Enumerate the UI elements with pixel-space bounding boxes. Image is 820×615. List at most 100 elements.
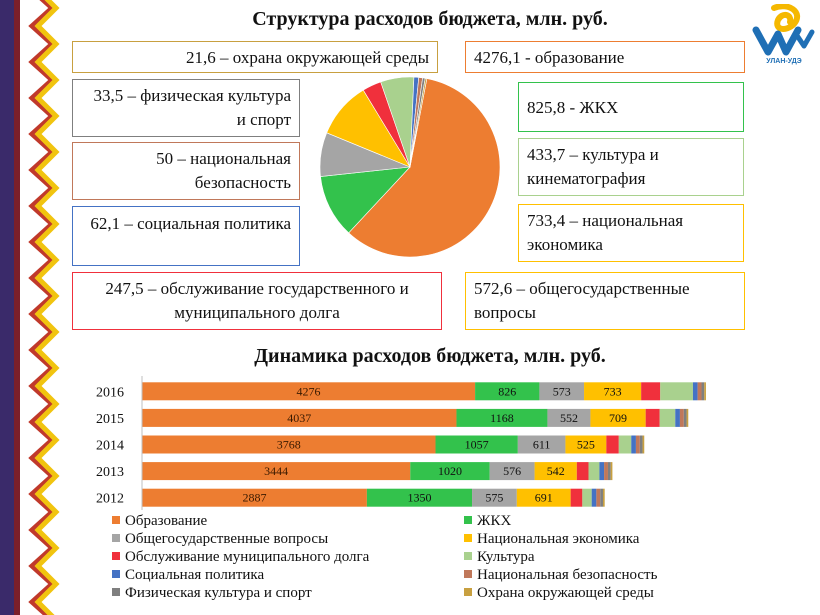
- ornament-border: [0, 0, 60, 615]
- bar-category-label: 2016: [96, 385, 124, 400]
- bar-segment-security: [596, 488, 601, 507]
- ornament-zigzag: [22, 0, 52, 615]
- bar-segment-education: [142, 382, 476, 401]
- bar-segment-environment: [610, 462, 613, 481]
- bar-segment-economy: [584, 382, 642, 401]
- bar-data-label: 709: [609, 411, 627, 425]
- legend-swatch: [112, 516, 120, 524]
- legend-swatch: [464, 570, 472, 578]
- bar-segment-housing: [475, 382, 540, 401]
- logo-caption: УЛАН-УДЭ: [766, 58, 802, 65]
- pie-label-education: 4276,1 - образование: [465, 41, 745, 73]
- bar-chart-title: Динамика расходов бюджета, млн. руб.: [254, 345, 606, 367]
- bar-data-label: 2887: [242, 491, 266, 505]
- bar-category-label: 2014: [96, 439, 124, 454]
- pie-label-social: 62,1 – социальная политика: [72, 206, 300, 266]
- legend-swatch: [464, 534, 472, 542]
- bar-segment-environment: [704, 382, 706, 401]
- bar-data-label: 4276: [297, 384, 321, 398]
- city-logo: [752, 4, 815, 56]
- bar-data-label: 4037: [287, 411, 311, 425]
- bar-segment-economy: [516, 488, 571, 507]
- bar-data-label: 611: [533, 438, 551, 452]
- legend-swatch: [112, 570, 120, 578]
- bar-segment-social: [692, 382, 698, 401]
- bar-segment-culture: [618, 435, 632, 454]
- bar-segment-environment: [602, 488, 605, 507]
- legend-item-social: Социальная политика: [112, 566, 264, 584]
- pie-slice-housing: [320, 166, 411, 234]
- bar-segment-social: [591, 488, 597, 507]
- bar-segment-education: [142, 408, 457, 427]
- legend-swatch: [464, 588, 472, 596]
- bar-segment-sport: [701, 382, 705, 401]
- pie-label-general: 572,6 – общегосударственные вопросы: [465, 272, 745, 330]
- bar-segment-culture: [659, 408, 676, 427]
- bar-data-label: 542: [547, 464, 565, 478]
- legend-label: Общегосударственные вопросы: [125, 531, 329, 547]
- bar-segment-housing: [366, 488, 473, 507]
- bar-data-label: 733: [604, 384, 622, 398]
- legend-label: Охрана окружающей среды: [477, 585, 654, 601]
- bar-segment-general: [539, 382, 585, 401]
- bar-segment-housing: [435, 435, 518, 454]
- bar-data-label: 3768: [277, 438, 301, 452]
- bar-segment-sport: [600, 488, 603, 507]
- bar-data-label: 573: [553, 384, 571, 398]
- bar-segment-general: [517, 435, 566, 454]
- bar-data-label: 1057: [465, 438, 489, 452]
- bar-data-label: 576: [503, 464, 521, 478]
- bar-segment-sport: [639, 435, 643, 454]
- pie-chart-title: Структура расходов бюджета, млн. руб.: [252, 8, 608, 30]
- legend-label: ЖКХ: [477, 513, 512, 529]
- bar-segment-security: [635, 435, 640, 454]
- bar-segment-sport: [607, 462, 611, 481]
- ornament-zigzag: [28, 0, 56, 615]
- legend-item-economy: Национальная экономика: [464, 530, 639, 548]
- bar-segment-environment: [642, 435, 645, 454]
- bar-segment-environment: [686, 408, 689, 427]
- bar-segment-housing: [410, 462, 490, 481]
- pie-label-security: 50 – национальная безопасность: [72, 142, 300, 200]
- bar-data-label: 3444: [264, 464, 288, 478]
- bar-segment-sport: [683, 408, 687, 427]
- bar-data-label: 691: [535, 491, 553, 505]
- bar-segment-economy: [590, 408, 646, 427]
- pie-label-culture: 433,7 – культура и кинематография: [518, 138, 744, 196]
- bar-segment-housing: [456, 408, 548, 427]
- pie-slice-education: [348, 78, 501, 258]
- bar-segment-security: [604, 462, 608, 481]
- legend-label: Национальная безопасность: [477, 567, 658, 583]
- bar-segment-general: [547, 408, 591, 427]
- legend-swatch: [464, 516, 472, 524]
- bar-segment-debt: [576, 462, 589, 481]
- bar-segment-education: [142, 435, 436, 454]
- bar-segment-debt: [570, 488, 583, 507]
- legend-item-debt: Обслуживание муниципального долга: [112, 548, 369, 566]
- legend-label: Обслуживание муниципального долга: [125, 549, 370, 565]
- pie-label-debt: 247,5 – обслуживание государственного и …: [72, 272, 442, 330]
- bar-segment-education: [142, 462, 411, 481]
- bar-segment-debt: [641, 382, 661, 401]
- legend-label: Национальная экономика: [477, 531, 640, 547]
- legend-label: Физическая культура и спорт: [125, 585, 312, 601]
- pie-label-environment: 21,6 – охрана окружающей среды: [72, 41, 438, 73]
- bar-data-label: 1350: [407, 491, 431, 505]
- bar-segment-education: [142, 488, 367, 507]
- bar-segment-culture: [588, 462, 600, 481]
- pie-label-economy: 733,4 – национальная экономика: [518, 204, 744, 262]
- pie-slice-environment: [409, 77, 428, 168]
- legend-item-housing: ЖКХ: [464, 512, 511, 530]
- bar-segment-debt: [606, 435, 619, 454]
- legend-swatch: [112, 588, 120, 596]
- legend-item-security: Национальная безопасность: [464, 566, 657, 584]
- bar-segment-economy: [565, 435, 607, 454]
- bar-data-label: 552: [560, 411, 578, 425]
- legend-swatch: [112, 534, 120, 542]
- bar-category-label: 2013: [96, 465, 124, 480]
- bar-segment-economy: [534, 462, 577, 481]
- bar-segment-social: [675, 408, 680, 427]
- bar-segment-general: [489, 462, 535, 481]
- bar-category-label: 2012: [96, 492, 124, 507]
- bar-data-label: 575: [485, 491, 503, 505]
